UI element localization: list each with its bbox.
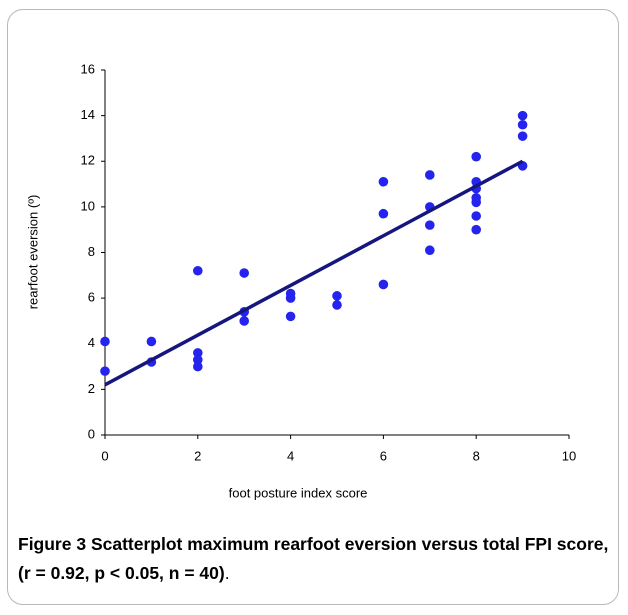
trendline <box>104 159 524 387</box>
point <box>285 311 296 322</box>
y-tick-label: 16 <box>81 61 95 76</box>
y-tick-label: 12 <box>81 153 95 168</box>
x-tick-label: 2 <box>194 448 201 463</box>
point <box>193 265 203 276</box>
point <box>378 279 389 290</box>
y-tick-label: 14 <box>81 107 95 122</box>
x-tick-label: 0 <box>101 448 108 463</box>
point <box>100 336 110 347</box>
point <box>471 211 482 221</box>
x-tick-label: 6 <box>380 448 387 463</box>
y-tick-label: 6 <box>88 290 95 305</box>
point <box>332 300 342 310</box>
point <box>239 268 249 278</box>
x-tick-label: 8 <box>473 448 480 463</box>
point <box>193 354 203 365</box>
y-axis-label: rearfoot eversion (º) <box>25 195 40 310</box>
y-tick-label: 0 <box>88 426 95 441</box>
point <box>332 291 342 301</box>
point <box>471 197 482 208</box>
point <box>378 208 389 219</box>
x-axis-label: foot posture index score <box>229 485 368 500</box>
chart: foot posture index score rearfoot eversi… <box>25 61 576 500</box>
point <box>471 151 482 162</box>
caption-text: Scatterplot maximum rearfoot eversion ve… <box>18 534 609 583</box>
point <box>425 245 435 256</box>
point <box>471 224 482 235</box>
point <box>193 348 203 358</box>
point <box>146 336 157 347</box>
caption-end: . <box>224 563 230 583</box>
point <box>239 316 249 326</box>
x-tick-label: 10 <box>562 448 576 463</box>
point <box>100 366 110 376</box>
y-tick-label: 10 <box>81 198 95 213</box>
point <box>517 131 528 141</box>
y-tick-label: 8 <box>88 244 95 259</box>
point <box>517 119 528 130</box>
point <box>193 361 203 372</box>
y-tick-label: 4 <box>88 335 95 350</box>
y-tick-label: 2 <box>88 381 95 396</box>
point <box>425 170 435 180</box>
figure-frame <box>7 9 619 605</box>
point <box>425 220 435 230</box>
caption: Figure 3 Scatterplot maximum rearfoot ev… <box>18 530 618 588</box>
point <box>517 110 528 121</box>
x-tick-label: 4 <box>287 448 294 463</box>
point <box>285 293 296 303</box>
point <box>378 176 389 187</box>
caption-label: Figure 3 <box>18 534 87 554</box>
